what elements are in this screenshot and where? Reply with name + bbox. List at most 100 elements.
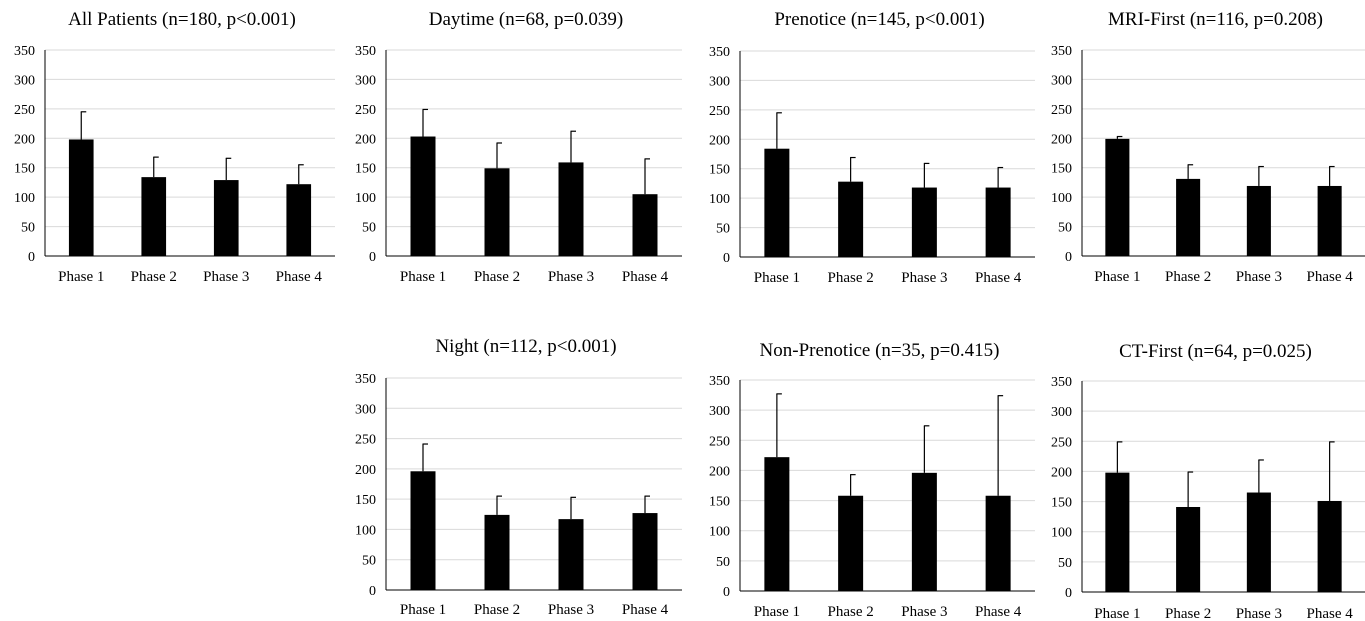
bar [838, 495, 864, 591]
x-category-label: Phase 4 [276, 269, 323, 285]
chart-panel: MRI-First (n=116, p=0.208) 0 50 100 150 200 25… [1051, 9, 1365, 285]
x-category-label: Phase 1 [1094, 269, 1140, 285]
chart-title: All Patients (n=180, p<0.001) [68, 9, 296, 30]
x-category-label: Phase 2 [131, 269, 177, 285]
y-tick-label: 150 [709, 163, 730, 178]
x-category-label: Phase 3 [901, 270, 947, 286]
bar [68, 139, 94, 256]
bar [1176, 506, 1201, 592]
x-category-label: Phase 2 [1165, 606, 1211, 621]
chart-title: CT-First (n=64, p=0.025) [1119, 341, 1312, 362]
x-category-label: Phase 2 [828, 604, 874, 620]
chart-title: Non-Prenotice (n=35, p=0.415) [760, 340, 1000, 361]
chart-title: Night (n=112, p<0.001) [435, 336, 616, 357]
x-category-label: Phase 3 [1236, 269, 1282, 285]
y-tick-label: 150 [709, 495, 730, 510]
y-tick-label: 50 [716, 222, 730, 237]
x-category-label: Phase 3 [1236, 606, 1282, 621]
y-tick-label: 0 [723, 585, 730, 600]
y-tick-label: 300 [709, 74, 730, 89]
bar [1317, 500, 1342, 592]
y-tick-label: 100 [355, 523, 376, 538]
y-tick-label: 200 [1051, 465, 1072, 480]
bar [632, 194, 658, 256]
y-tick-label: 100 [355, 191, 376, 206]
chart-panel: Non-Prenotice (n=35, p=0.415) 0 50 100 150 20… [709, 340, 1035, 620]
chart-panel: All Patients (n=180, p<0.001) 0 50 100 150 20… [14, 9, 335, 285]
y-tick-label: 300 [355, 402, 376, 417]
y-tick-label: 100 [709, 192, 730, 207]
bar [1105, 472, 1130, 592]
x-category-label: Phase 2 [1165, 269, 1211, 285]
x-category-label: Phase 3 [203, 269, 249, 285]
y-tick-label: 200 [355, 132, 376, 147]
y-tick-label: 50 [362, 554, 376, 569]
bar [213, 180, 239, 256]
bar [558, 519, 584, 590]
chart-panel: CT-First (n=64, p=0.025) 0 50 100 150 200 250 3… [1051, 341, 1365, 621]
y-tick-label: 50 [362, 221, 376, 236]
bar [484, 168, 510, 256]
bar [1246, 185, 1271, 256]
y-tick-label: 200 [709, 464, 730, 479]
y-tick-label: 100 [709, 525, 730, 540]
y-tick-label: 200 [355, 463, 376, 478]
bar [911, 187, 937, 257]
bar [838, 181, 864, 257]
y-tick-label: 300 [1051, 73, 1072, 88]
bar [764, 457, 790, 591]
x-category-label: Phase 4 [975, 604, 1022, 620]
y-tick-label: 0 [1065, 250, 1072, 265]
x-category-label: Phase 4 [1307, 606, 1354, 621]
x-category-label: Phase 3 [548, 269, 594, 285]
bar [1105, 138, 1130, 256]
x-category-label: Phase 2 [828, 270, 874, 286]
x-category-label: Phase 1 [400, 269, 446, 285]
y-tick-label: 250 [709, 104, 730, 119]
x-category-label: Phase 4 [975, 270, 1022, 286]
y-tick-label: 200 [709, 133, 730, 148]
y-tick-label: 200 [14, 132, 35, 147]
y-tick-label: 200 [1051, 132, 1072, 147]
x-category-label: Phase 1 [754, 270, 800, 286]
chart-title: Prenotice (n=145, p<0.001) [774, 9, 984, 30]
x-category-label: Phase 3 [901, 604, 947, 620]
x-category-label: Phase 1 [754, 604, 800, 620]
bar [632, 513, 658, 590]
y-tick-label: 350 [14, 44, 35, 59]
y-tick-label: 50 [716, 555, 730, 570]
y-tick-label: 300 [355, 73, 376, 88]
bar [1176, 178, 1201, 256]
chart-panel: Night (n=112, p<0.001) 0 50 100 150 200 250 300… [355, 336, 682, 618]
bar [286, 184, 312, 256]
bar [985, 187, 1011, 257]
y-tick-label: 250 [1051, 103, 1072, 118]
y-tick-label: 150 [1051, 162, 1072, 177]
y-tick-label: 350 [709, 45, 730, 60]
x-category-label: Phase 4 [1307, 269, 1354, 285]
bar [484, 514, 510, 590]
y-tick-label: 300 [14, 73, 35, 88]
x-category-label: Phase 4 [622, 269, 669, 285]
y-tick-label: 150 [1051, 496, 1072, 511]
y-tick-label: 50 [21, 221, 35, 236]
y-tick-label: 100 [1051, 191, 1072, 206]
y-tick-label: 150 [355, 493, 376, 508]
chart-panel: Prenotice (n=145, p<0.001) 0 50 100 150 200 25… [709, 9, 1035, 286]
bar [764, 148, 790, 257]
y-tick-label: 250 [14, 103, 35, 118]
y-tick-label: 150 [14, 162, 35, 177]
bar [141, 177, 167, 256]
bar [911, 472, 937, 591]
y-tick-label: 0 [28, 250, 35, 265]
x-category-label: Phase 2 [474, 602, 520, 618]
x-category-label: Phase 1 [58, 269, 104, 285]
x-category-label: Phase 4 [622, 602, 669, 618]
chart-title: Daytime (n=68, p=0.039) [429, 9, 624, 30]
chart-title: MRI-First (n=116, p=0.208) [1108, 9, 1323, 30]
bar [558, 162, 584, 256]
x-category-label: Phase 2 [474, 269, 520, 285]
x-category-label: Phase 3 [548, 602, 594, 618]
y-tick-label: 0 [369, 250, 376, 265]
